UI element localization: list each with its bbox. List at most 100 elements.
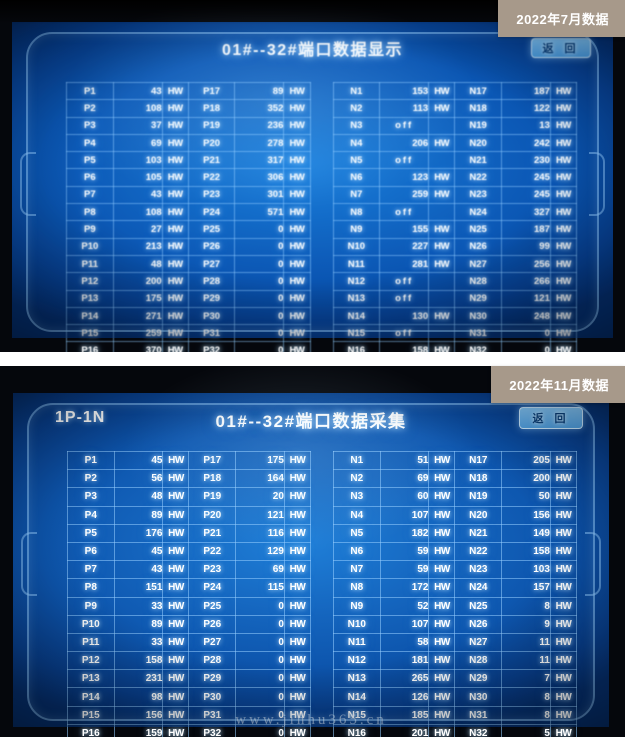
port-unit: HW [283, 306, 311, 326]
port-unit [428, 272, 456, 291]
port-value: off [379, 272, 430, 291]
port-value: 0 [235, 614, 285, 634]
port-value: 248 [500, 306, 551, 326]
port-unit: HW [549, 306, 578, 326]
port-unit: HW [428, 450, 456, 471]
port-unit: HW [161, 81, 189, 101]
port-label: P25 [187, 220, 236, 239]
port-unit: HW [283, 185, 311, 205]
port-value: 176 [113, 523, 164, 543]
port-label: P11 [67, 632, 115, 653]
port-label: N2 [332, 99, 381, 118]
port-value: 116 [235, 523, 285, 543]
port-label: N16 [332, 341, 381, 352]
port-label: N20 [454, 133, 502, 153]
port-label: P27 [187, 254, 236, 274]
port-label: P27 [188, 632, 237, 653]
port-unit: HW [161, 289, 189, 308]
port-value: 0 [234, 324, 285, 343]
screen-header: 01#--32#端口数据显示 返 回 [12, 36, 613, 70]
table-body: N1 51 HW N17 205 HW N2 69 HW N18 200 HW N3 60 HW N19 50 H… [333, 450, 578, 737]
port-unit: HW [549, 469, 578, 489]
port-label: P1 [67, 450, 115, 471]
table-row: N6 59 HW N22 158 HW [333, 541, 578, 562]
table-row: N13 off N29 121 HW [332, 289, 578, 308]
port-label: P29 [187, 289, 236, 308]
port-label: P19 [188, 487, 237, 507]
port-label: N10 [332, 237, 381, 256]
port-value: 103 [501, 560, 551, 580]
port-value: 45 [113, 541, 164, 562]
table-row: N1 51 HW N17 205 HW [333, 450, 578, 471]
port-label: P3 [67, 487, 115, 507]
watermark-text: www.jinhu365.cn [235, 712, 387, 728]
port-label: P30 [187, 306, 236, 326]
port-value: 317 [234, 151, 285, 170]
caption-badge-november: 2022年11月数据 [491, 366, 625, 403]
port-value: 11 [501, 651, 551, 671]
back-button[interactable]: 返 回 [531, 38, 591, 58]
port-value: 200 [501, 469, 551, 489]
port-value: 105 [112, 168, 163, 187]
port-unit: HW [283, 450, 312, 471]
table-row: N1 153 HW N17 187 HW [332, 81, 578, 101]
table-row: N13 265 HW N29 7 HW [333, 669, 578, 689]
port-label: N22 [454, 168, 502, 187]
port-label: P26 [188, 614, 237, 634]
monitor-screen: 1P-1N 01#--32#端口数据采集 返 回 P1 45 HW P17 175 HW P… [13, 366, 609, 737]
port-value: 69 [379, 469, 430, 489]
port-value: 206 [379, 133, 430, 153]
port-unit: HW [549, 687, 578, 707]
table-row: N12 off N28 266 HW [332, 272, 578, 291]
port-unit: HW [161, 133, 189, 153]
negative-port-table-wrapper: N1 153 HW N17 187 HW N2 113 HW N18 122 HW N3 off N19 13… [332, 81, 578, 352]
port-value: 205 [501, 450, 551, 471]
port-label: N13 [333, 669, 381, 689]
port-unit: HW [283, 632, 312, 653]
port-label: P18 [188, 469, 237, 489]
table-row: P16 370 HW P32 0 HW [66, 341, 311, 352]
port-unit: HW [428, 254, 456, 274]
port-value: 43 [112, 185, 163, 205]
port-unit: HW [549, 237, 578, 256]
port-label: P14 [67, 687, 115, 707]
port-unit: HW [549, 450, 578, 471]
port-unit: HW [428, 487, 456, 507]
port-value: 107 [379, 614, 430, 634]
port-label: P21 [187, 151, 236, 170]
port-unit: HW [162, 487, 190, 507]
table-row: P2 108 HW P18 352 HW [66, 99, 311, 118]
port-unit: HW [549, 203, 578, 222]
port-label: N8 [333, 578, 381, 598]
table-body: P1 43 HW P17 89 HW P2 108 HW P18 352 HW P3 37 HW P19 236… [66, 81, 311, 352]
port-label: N27 [454, 254, 502, 274]
port-value: 126 [379, 687, 430, 707]
port-label: N4 [333, 505, 381, 525]
port-unit [428, 324, 456, 343]
port-label: P9 [66, 220, 114, 239]
port-value: 0 [234, 254, 285, 274]
port-unit: HW [428, 523, 456, 543]
table-row: P5 103 HW P21 317 HW [66, 151, 311, 170]
port-value: 0 [235, 596, 285, 616]
port-label: N10 [333, 614, 381, 634]
port-value: 175 [112, 289, 163, 308]
port-unit: HW [549, 614, 578, 634]
port-label: P32 [187, 341, 236, 352]
table-row: N2 69 HW N18 200 HW [333, 469, 578, 489]
port-value: 245 [500, 185, 551, 205]
port-label: P12 [67, 651, 115, 671]
back-button[interactable]: 返 回 [519, 407, 583, 429]
positive-port-table-wrapper: P1 43 HW P17 89 HW P2 108 HW P18 352 HW P3 37 HW P19 236… [66, 81, 311, 352]
port-label: N29 [454, 289, 502, 308]
positive-port-table: P1 43 HW P17 89 HW P2 108 HW P18 352 HW P3 37 HW P19 236… [66, 81, 311, 352]
port-value: 200 [112, 272, 163, 291]
port-value: 0 [235, 687, 285, 707]
port-label: P1 [66, 81, 114, 101]
port-label: N5 [333, 523, 381, 543]
port-unit: HW [428, 469, 456, 489]
port-unit: HW [283, 133, 311, 153]
port-value: 278 [234, 133, 285, 153]
port-label: N1 [333, 450, 381, 471]
